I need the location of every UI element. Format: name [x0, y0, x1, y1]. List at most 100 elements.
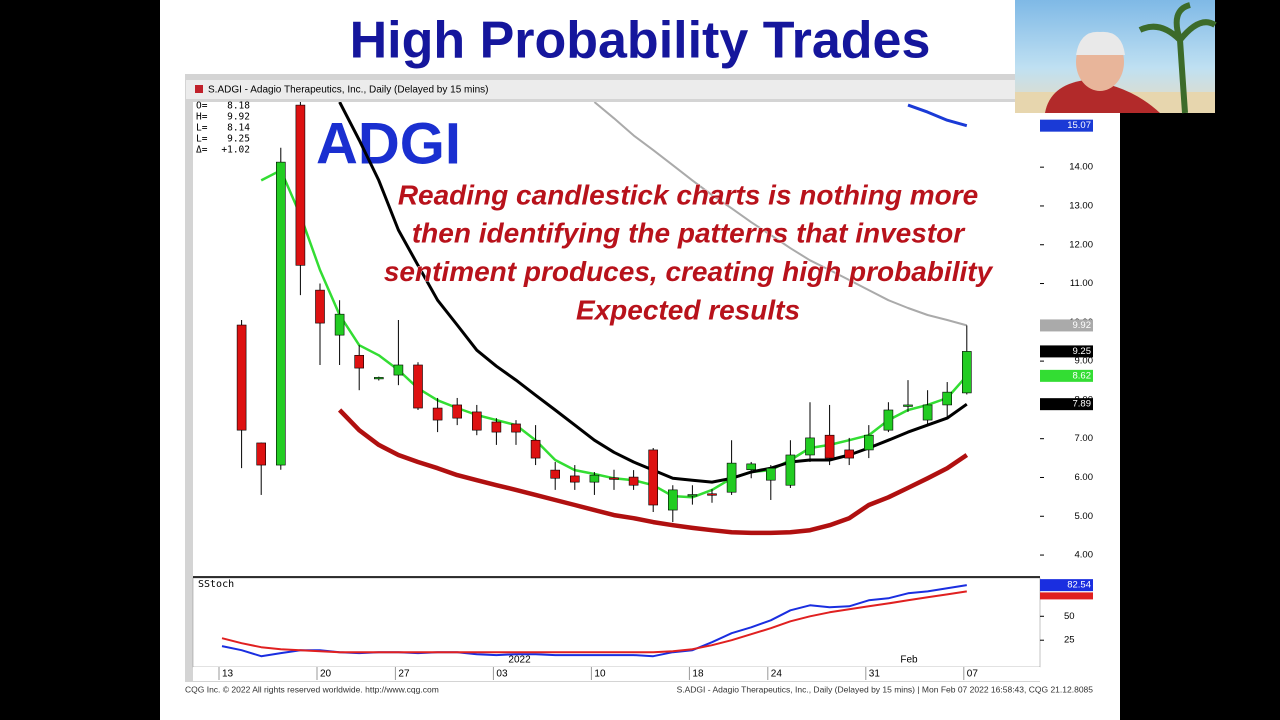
- slide-title: High Probability Trades: [350, 12, 931, 70]
- info-value: +1.02: [221, 145, 250, 156]
- footer-right: S.ADGI - Adagio Therapeutics, Inc., Dail…: [677, 684, 1094, 694]
- y-tick-label: 25: [1064, 635, 1075, 646]
- x-axis-strip: [193, 667, 1040, 681]
- candle-body: [628, 476, 639, 486]
- price-tag: [1040, 319, 1093, 332]
- window-icon: [195, 85, 203, 93]
- candle-body: [844, 449, 855, 459]
- stoch-line: [221, 590, 967, 654]
- annotation-line: Reading candlestick charts is nothing mo…: [398, 179, 978, 210]
- stoch-panel: [192, 577, 1041, 668]
- price-tag: [1040, 369, 1093, 382]
- candle-body: [275, 161, 286, 466]
- candle-body: [687, 494, 698, 497]
- window-title-bar: [186, 80, 1039, 99]
- price-axis: [1040, 102, 1093, 667]
- candle-body: [942, 391, 953, 406]
- candle-body: [903, 404, 913, 407]
- candle-body: [236, 324, 247, 431]
- price-plot: [236, 102, 972, 536]
- window-title: S.ADGI - Adagio Therapeutics, Inc., Dail…: [208, 85, 489, 96]
- info-value: 9.92: [227, 112, 250, 123]
- candle-body: [746, 463, 757, 471]
- y-tick-label: 50: [1064, 611, 1075, 622]
- annotation-line: Expected results: [576, 294, 800, 325]
- candle-body: [373, 377, 384, 380]
- x-tick-label: 03: [496, 669, 508, 680]
- moving-average-line: [337, 408, 969, 536]
- y-tick-label: 9.00: [1075, 356, 1094, 367]
- candle-body: [863, 434, 874, 451]
- x-tick-label: 10: [594, 669, 606, 680]
- candle-body: [432, 407, 443, 421]
- footer-left: CQG Inc. © 2022 All rights reserved worl…: [185, 684, 439, 694]
- price-tag: [1040, 398, 1093, 411]
- webcam: [1015, 0, 1217, 114]
- price-tag-label: 9.25: [1073, 346, 1092, 357]
- candle-body: [765, 467, 776, 481]
- candle-body: [726, 462, 737, 493]
- candle-body: [648, 449, 659, 506]
- price-tag-label: 8.62: [1073, 370, 1092, 381]
- webcam-person-hair: [1076, 31, 1125, 55]
- y-tick-label: 14.00: [1069, 162, 1093, 173]
- candle-body: [471, 411, 482, 431]
- x-tick-label: 24: [771, 669, 783, 680]
- info-value: 8.18: [227, 101, 250, 112]
- y-tick-label: 7.00: [1075, 433, 1094, 444]
- candle-body: [354, 354, 365, 369]
- price-tag-label: 9.92: [1073, 320, 1092, 331]
- info-label: L=: [196, 123, 208, 134]
- info-value: 9.25: [227, 134, 250, 145]
- candle-body: [883, 409, 894, 431]
- x-tick-label: 18: [692, 669, 704, 680]
- info-label: O=: [196, 101, 208, 112]
- candle-body: [961, 351, 972, 394]
- annotation-line: sentiment produces, creating high probab…: [384, 256, 994, 287]
- annotation-line: then identifying the patterns that inves…: [412, 218, 966, 249]
- candle-body: [295, 104, 306, 266]
- candle-body: [569, 475, 580, 483]
- value-tag: [1040, 592, 1093, 600]
- candle-body: [393, 364, 404, 376]
- candle-body: [530, 439, 541, 459]
- price-panel: [193, 102, 1040, 576]
- price-tag-label: 7.89: [1073, 399, 1092, 410]
- stoch-title: SStoch: [198, 579, 234, 590]
- info-label: L=: [196, 134, 208, 145]
- candle-body: [785, 454, 796, 486]
- x-tick-label: 07: [967, 669, 979, 680]
- candle-body: [452, 404, 463, 419]
- value-tag-label: 82.54: [1067, 580, 1091, 591]
- info-value: 8.14: [227, 123, 250, 134]
- price-tag: [1040, 345, 1093, 358]
- candle-body: [511, 423, 521, 433]
- moving-average-line: [907, 103, 968, 128]
- candle-body: [922, 404, 933, 421]
- candle-body: [315, 289, 325, 324]
- candle-body: [334, 313, 345, 336]
- period-label: 2022: [508, 655, 531, 666]
- y-tick-label: 12.00: [1069, 239, 1093, 250]
- candle-body: [550, 469, 561, 479]
- webcam-palm: [1138, 2, 1217, 114]
- candle-body: [667, 489, 678, 511]
- x-tick-label: 31: [869, 669, 881, 680]
- value-tag: [1040, 579, 1093, 592]
- stoch-plot: [221, 584, 967, 658]
- y-tick-label: 5.00: [1075, 511, 1094, 522]
- y-tick-label: 4.00: [1075, 550, 1094, 561]
- candle-body: [589, 474, 600, 483]
- candle-body: [824, 434, 835, 459]
- candle-body: [609, 477, 619, 480]
- x-tick-label: 27: [398, 669, 410, 680]
- candle-body: [805, 437, 815, 456]
- period-label: Feb: [900, 655, 918, 666]
- candle-body: [491, 421, 502, 433]
- y-tick-label: 6.00: [1075, 472, 1094, 483]
- candle-body: [707, 493, 717, 496]
- x-tick-label: 20: [320, 669, 332, 680]
- price-tag: [1040, 119, 1093, 132]
- moving-average-line: [593, 102, 968, 327]
